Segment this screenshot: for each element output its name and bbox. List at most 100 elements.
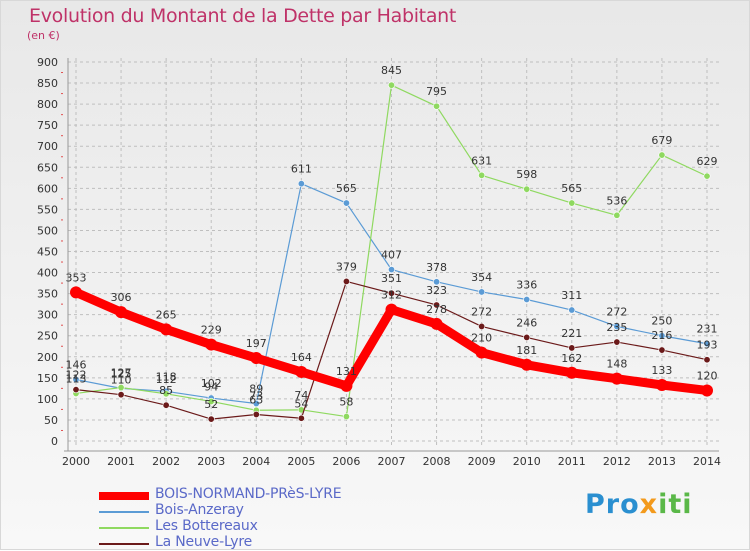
series-point-2: [387, 81, 395, 89]
x-tick-label: 2005: [287, 455, 315, 468]
series-point-1: [433, 278, 441, 286]
data-label: 312: [381, 289, 402, 302]
series-point-1: [523, 296, 531, 304]
data-label: 235: [606, 321, 627, 334]
x-tick-label: 2010: [513, 455, 541, 468]
y-tick-label: 400: [37, 267, 58, 280]
y-tick-label: 50: [44, 414, 58, 427]
data-label: 354: [471, 271, 492, 284]
data-label: 112: [156, 373, 177, 386]
data-label: 565: [336, 182, 357, 195]
data-label: 221: [561, 327, 582, 340]
legend-label-les-bottereaux: Les Bottereaux: [155, 518, 258, 534]
legend-swatch-les-bottereaux: [99, 527, 149, 529]
y-tick-label: 250: [37, 330, 58, 343]
series-point-0: [250, 352, 263, 365]
y-tick-label: 900: [37, 56, 58, 69]
data-label: 210: [471, 332, 492, 345]
series-point-2: [117, 384, 125, 392]
data-label: 323: [426, 284, 447, 297]
data-label: 131: [336, 365, 357, 378]
series-point-1: [387, 266, 395, 274]
data-label: 278: [426, 303, 447, 316]
data-label: 631: [471, 154, 492, 167]
x-tick-label: 2009: [468, 455, 496, 468]
data-label: 193: [697, 339, 718, 352]
y-tick-label: 600: [37, 182, 58, 195]
series-point-3: [117, 391, 125, 399]
data-label: 94: [204, 380, 218, 393]
data-label: 74: [294, 389, 308, 402]
series-point-3: [613, 338, 621, 346]
data-label: 246: [516, 316, 537, 329]
series-point-3: [703, 356, 711, 364]
x-tick-label: 2000: [62, 455, 90, 468]
series-point-0: [295, 365, 308, 378]
series-point-0: [205, 338, 218, 351]
data-label: 311: [561, 289, 582, 302]
data-label: 336: [516, 279, 537, 292]
data-label: 229: [201, 324, 222, 337]
series-point-3: [162, 401, 170, 409]
series-point-0: [565, 366, 578, 379]
y-tick-label: 200: [37, 351, 58, 364]
data-label: 629: [697, 155, 718, 168]
y-tick-label: 800: [37, 98, 58, 111]
series-point-1: [72, 376, 80, 384]
data-label: 162: [561, 352, 582, 365]
y-tick-label: 650: [37, 161, 58, 174]
series-point-0: [70, 286, 82, 299]
data-label: 231: [697, 323, 718, 336]
data-label: 85: [159, 384, 173, 397]
x-tick-label: 2014: [693, 455, 721, 468]
data-label: 265: [156, 308, 177, 321]
series-point-3: [252, 410, 260, 418]
data-label: 181: [516, 344, 537, 357]
series-point-2: [658, 151, 666, 159]
series-point-1: [613, 322, 621, 330]
data-label: 54: [294, 397, 308, 410]
series-point-2: [478, 171, 486, 179]
y-tick-label: 150: [37, 372, 58, 385]
data-label: 146: [66, 359, 87, 372]
data-label: 351: [381, 272, 402, 285]
y-tick-label: 850: [37, 77, 58, 90]
legend-label-bois-normand: BOIS-NORMAND-PRèS-LYRE: [155, 486, 342, 502]
series-point-3: [72, 386, 80, 394]
data-label: 148: [606, 358, 627, 371]
x-tick-label: 2002: [152, 455, 180, 468]
y-tick-label: 550: [37, 203, 58, 216]
x-tick-label: 2013: [648, 455, 676, 468]
data-label: 118: [156, 370, 177, 383]
legend-label-la-neuve-lyre: La Neuve-Lyre: [155, 534, 252, 550]
x-tick-label: 2007: [378, 455, 406, 468]
chart-title: Evolution du Montant de la Dette par Hab…: [29, 5, 457, 27]
series-point-3: [658, 346, 666, 354]
data-label: 845: [381, 64, 402, 77]
legend-swatch-bois-anzeray: [99, 511, 149, 513]
series-point-1: [297, 180, 305, 188]
data-label: 133: [651, 364, 672, 377]
y-tick-label: 0: [51, 435, 58, 448]
series-point-3: [568, 344, 576, 352]
series-point-3: [387, 289, 395, 297]
series-point-0: [340, 379, 353, 392]
data-label: 110: [111, 374, 132, 387]
x-tick-label: 2003: [197, 455, 225, 468]
series-point-2: [207, 397, 215, 405]
y-tick-label: 750: [37, 119, 58, 132]
series-point-1: [658, 332, 666, 340]
chart-unit: (en €): [27, 29, 60, 42]
series-point-1: [568, 306, 576, 314]
x-tick-label: 2011: [558, 455, 586, 468]
data-label: 565: [561, 182, 582, 195]
x-tick-label: 2004: [242, 455, 270, 468]
data-label: 536: [606, 194, 627, 207]
proxiti-logo: Proxiti: [585, 489, 693, 520]
data-label: 89: [249, 383, 263, 396]
x-tick-label: 2008: [423, 455, 451, 468]
series-point-0: [610, 372, 623, 385]
series-point-2: [568, 199, 576, 207]
